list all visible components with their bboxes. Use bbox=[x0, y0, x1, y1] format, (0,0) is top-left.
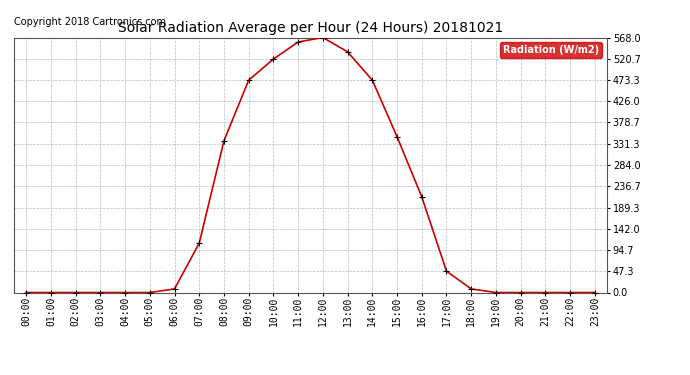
Legend: Radiation (W/m2): Radiation (W/m2) bbox=[500, 42, 602, 58]
Text: Copyright 2018 Cartronics.com: Copyright 2018 Cartronics.com bbox=[14, 17, 166, 27]
Title: Solar Radiation Average per Hour (24 Hours) 20181021: Solar Radiation Average per Hour (24 Hou… bbox=[118, 21, 503, 35]
